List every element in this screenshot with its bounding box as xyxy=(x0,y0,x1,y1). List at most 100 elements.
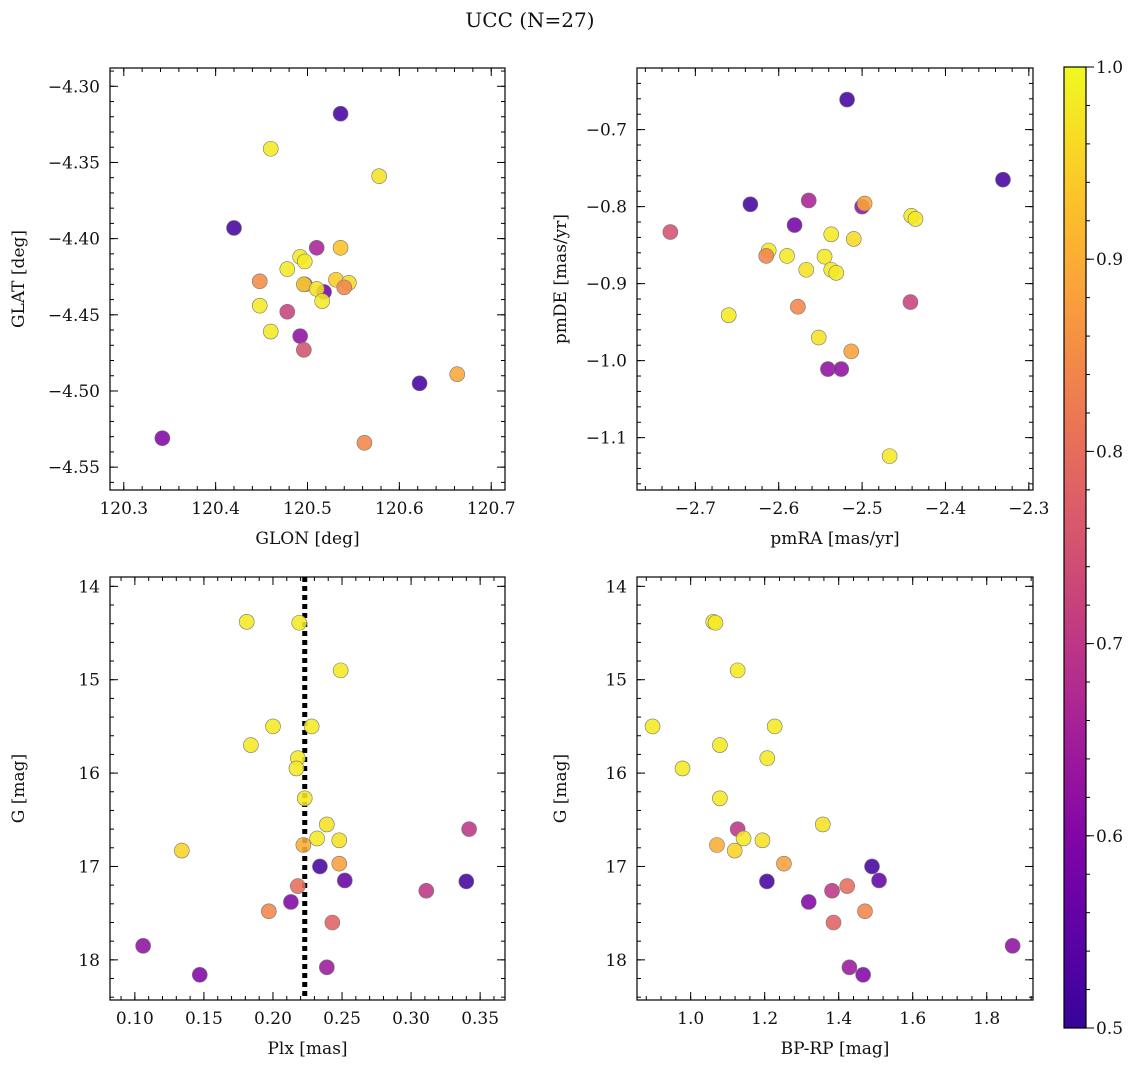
data-point xyxy=(828,265,845,281)
data-point xyxy=(371,168,387,184)
data-point xyxy=(290,878,306,894)
x-tick-label: −2.4 xyxy=(925,499,966,519)
data-point xyxy=(319,959,335,976)
y-tick-label: 18 xyxy=(78,951,100,971)
y-axis-label: GLAT [deg] xyxy=(9,230,29,328)
x-axis-label: Plx [mas] xyxy=(267,1039,347,1059)
data-point xyxy=(790,298,806,315)
x-tick-label: 1.0 xyxy=(677,1009,704,1029)
x-tick-label: 0.10 xyxy=(116,1009,154,1029)
data-point xyxy=(726,842,743,859)
colorbar-tick-label: 0.8 xyxy=(1096,442,1123,462)
data-point xyxy=(798,261,815,278)
data-point xyxy=(261,903,277,920)
data-point xyxy=(288,760,305,777)
data-point xyxy=(709,837,725,853)
x-tick-label: 0.15 xyxy=(185,1009,223,1029)
data-point xyxy=(295,837,312,853)
data-point xyxy=(824,882,840,899)
data-point xyxy=(296,790,313,807)
data-point xyxy=(243,737,259,753)
data-point xyxy=(843,343,860,360)
colorbar-tick-label: 0.5 xyxy=(1096,1019,1123,1039)
y-tick-label: −4.50 xyxy=(48,382,100,402)
x-tick-label: −2.3 xyxy=(1008,499,1049,519)
x-tick-label: 120.3 xyxy=(99,499,148,519)
data-point xyxy=(324,914,341,931)
data-point xyxy=(810,329,827,346)
data-point xyxy=(845,231,862,247)
data-point xyxy=(331,832,348,849)
axes-frame xyxy=(636,67,1034,491)
data-point xyxy=(279,303,296,320)
y-tick-label: −4.55 xyxy=(48,458,100,478)
data-point xyxy=(864,858,880,875)
data-point xyxy=(839,878,856,894)
panel-2: −2.7 −2.6 −2.5 −2.4 −2.3 −1.1 −1.0 −0.9 −0.8 −0.7… xyxy=(551,67,1049,549)
data-point xyxy=(356,434,373,451)
data-point xyxy=(839,91,855,108)
data-point xyxy=(461,821,477,837)
y-tick-label: −1.0 xyxy=(586,352,627,372)
panel-4: 1.0 1.2 1.4 1.6 1.8 14 15 16 17 18 BP-RP [mag] G [m… xyxy=(551,576,1034,1059)
data-point xyxy=(292,328,308,344)
data-point xyxy=(759,873,775,890)
data-point xyxy=(332,662,349,679)
axes-frame xyxy=(109,67,506,491)
data-point xyxy=(779,248,795,264)
data-point xyxy=(995,171,1011,188)
y-tick-label: 17 xyxy=(78,857,100,877)
data-point xyxy=(662,224,679,240)
x-tick-label: 0.30 xyxy=(392,1009,430,1029)
data-point xyxy=(449,366,466,383)
data-point xyxy=(754,832,771,849)
y-tick-label: 15 xyxy=(78,671,100,691)
y-tick-label: −4.40 xyxy=(48,230,100,250)
x-tick-label: 0.35 xyxy=(461,1009,499,1029)
data-point xyxy=(308,239,325,256)
x-tick-label: 1.2 xyxy=(751,1009,778,1029)
x-axis-label: BP-RP [mag] xyxy=(781,1039,890,1059)
data-point xyxy=(871,872,887,889)
data-point xyxy=(458,873,475,890)
data-point xyxy=(800,894,817,910)
data-point xyxy=(841,959,858,976)
data-point xyxy=(800,192,817,209)
data-point xyxy=(902,294,919,310)
x-tick-label: 120.5 xyxy=(283,499,332,519)
x-tick-label: 120.7 xyxy=(467,499,516,519)
y-axis-label: pmDE [mas/yr] xyxy=(551,214,571,344)
x-tick-label: 1.6 xyxy=(899,1009,926,1029)
colorbar-tick-label: 1.0 xyxy=(1096,58,1123,78)
colorbar-tick-label: 0.6 xyxy=(1096,827,1123,847)
data-point xyxy=(291,614,308,631)
data-point xyxy=(833,361,850,377)
data-point xyxy=(226,220,242,236)
data-point xyxy=(309,830,325,847)
data-point xyxy=(332,105,349,122)
y-tick-label: −4.30 xyxy=(48,77,100,97)
x-tick-label: 1.4 xyxy=(825,1009,852,1029)
colorbar-gradient xyxy=(1063,66,1087,1029)
y-tick-label: 14 xyxy=(78,577,100,597)
data-point xyxy=(418,882,435,899)
data-point xyxy=(319,816,335,833)
data-point xyxy=(823,226,840,243)
data-point xyxy=(331,855,348,872)
data-point xyxy=(251,297,268,314)
data-point xyxy=(154,430,171,447)
panel-3: 0.10 0.15 0.20 0.25 0.30 0.35 14 15 16 17 18 Plx [m… xyxy=(9,576,506,1059)
axes-frame xyxy=(109,576,506,1001)
data-point xyxy=(720,307,737,323)
data-point xyxy=(262,323,279,340)
data-point xyxy=(820,361,836,377)
x-tick-label: −2.7 xyxy=(675,499,716,519)
x-tick-label: 120.4 xyxy=(191,499,240,519)
data-point xyxy=(857,903,873,920)
data-point xyxy=(758,248,775,264)
data-point xyxy=(707,614,724,631)
data-point xyxy=(336,279,353,296)
data-point xyxy=(729,662,746,679)
y-tick-label: −0.8 xyxy=(586,198,627,218)
